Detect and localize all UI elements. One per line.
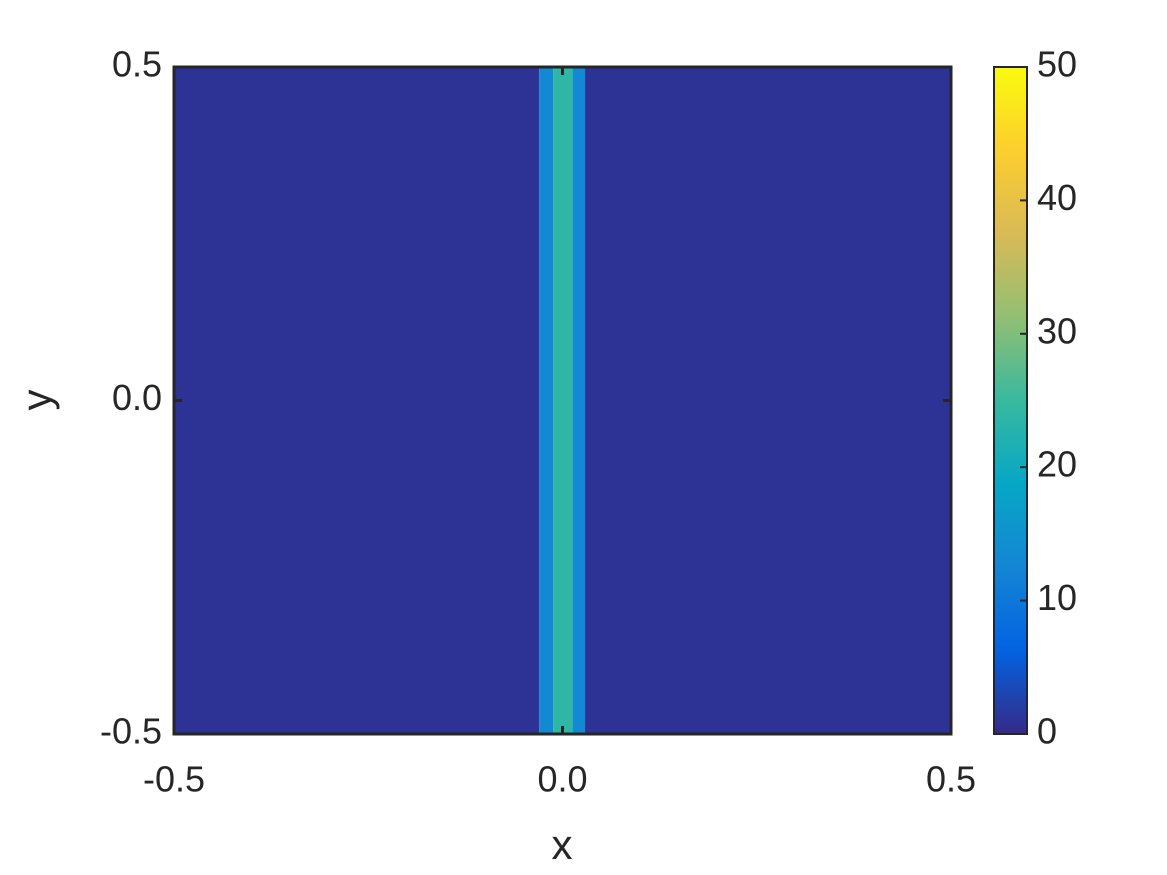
colorbar — [993, 66, 1028, 735]
colorbar-tick-label: 30 — [1037, 310, 1077, 351]
heatmap-cell — [553, 67, 573, 734]
x-tick-label: -0.5 — [143, 759, 205, 800]
y-axis-label: y — [13, 390, 60, 411]
colorbar-tick-label: 20 — [1037, 444, 1077, 485]
heatmap-cell — [572, 67, 586, 734]
colorbar-tick-label: 40 — [1037, 177, 1077, 218]
heatmap-cell — [539, 67, 554, 734]
x-tick-label: 0.0 — [537, 759, 587, 800]
colorbar-tick-label: 0 — [1037, 711, 1057, 752]
y-tick-label: 0.5 — [112, 44, 162, 85]
x-axis-label: x — [552, 821, 573, 868]
colorbar-tick-label: 50 — [1037, 44, 1077, 85]
x-tick-label: 0.5 — [926, 759, 976, 800]
colorbar-tick-label: 10 — [1037, 577, 1077, 618]
heatmap-cell — [585, 67, 951, 734]
y-tick-label: 0.0 — [112, 377, 162, 418]
heatmap-cell — [174, 67, 540, 734]
y-tick-label: -0.5 — [100, 711, 162, 752]
